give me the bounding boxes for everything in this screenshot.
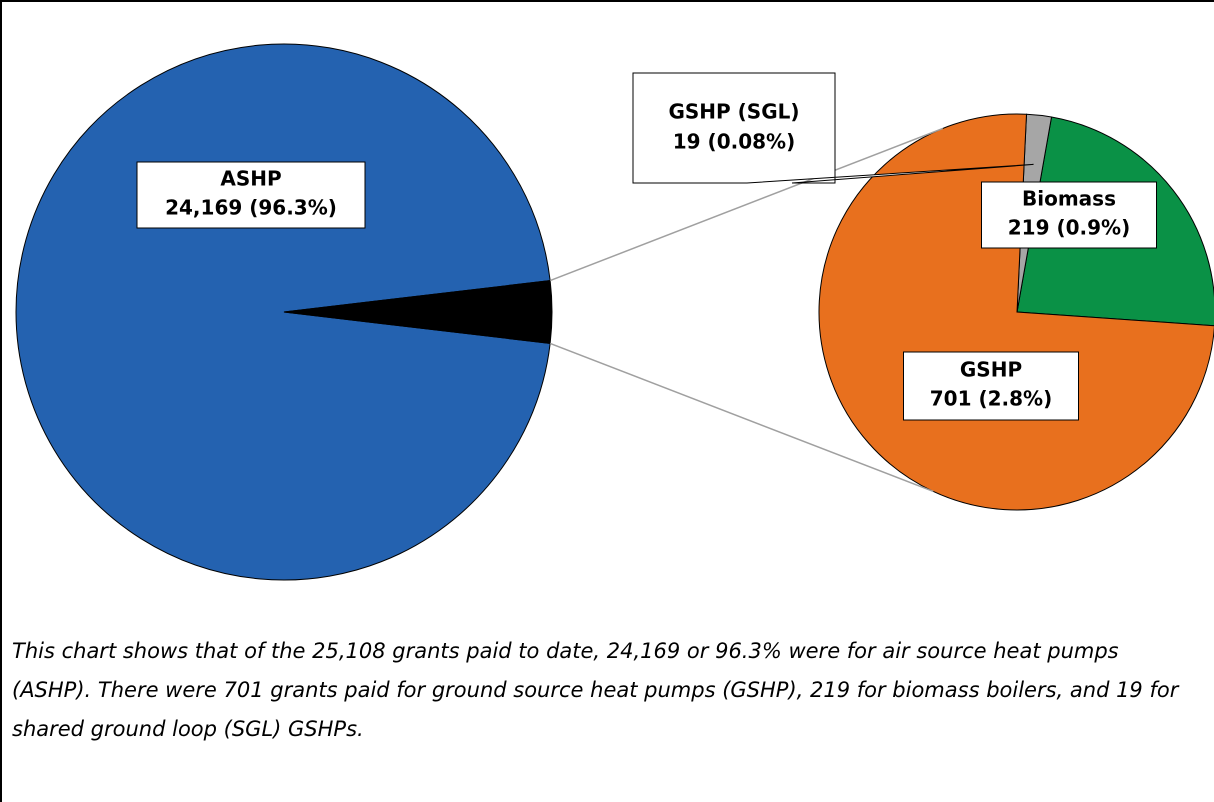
- data-label-value: 24,169 (96.3%): [165, 196, 337, 220]
- other-slice: [283, 280, 553, 344]
- data-label-value: 19 (0.08%): [673, 130, 795, 154]
- connector-line: [549, 342, 934, 493]
- callout-box: [632, 72, 1034, 184]
- connector-line: [549, 127, 944, 282]
- data-label-name: GSHP (SGL): [668, 100, 799, 124]
- data-label-box: [903, 351, 1079, 421]
- data-label-name: GSHP: [960, 358, 1022, 382]
- caption: This chart shows that of the 25,108 gran…: [12, 639, 1179, 741]
- data-label-name: ASHP: [220, 167, 281, 191]
- data-label-value: 219 (0.9%): [1008, 216, 1130, 240]
- chart: ASHP 24,169 (96.3%) Biomass 219 (0.9%) GSHP 7…: [15, 43, 1214, 581]
- data-label-box: [136, 161, 366, 229]
- data-label-name: Biomass: [1022, 187, 1116, 211]
- data-label-value: 701 (2.8%): [930, 387, 1052, 411]
- data-label-box: [981, 181, 1157, 249]
